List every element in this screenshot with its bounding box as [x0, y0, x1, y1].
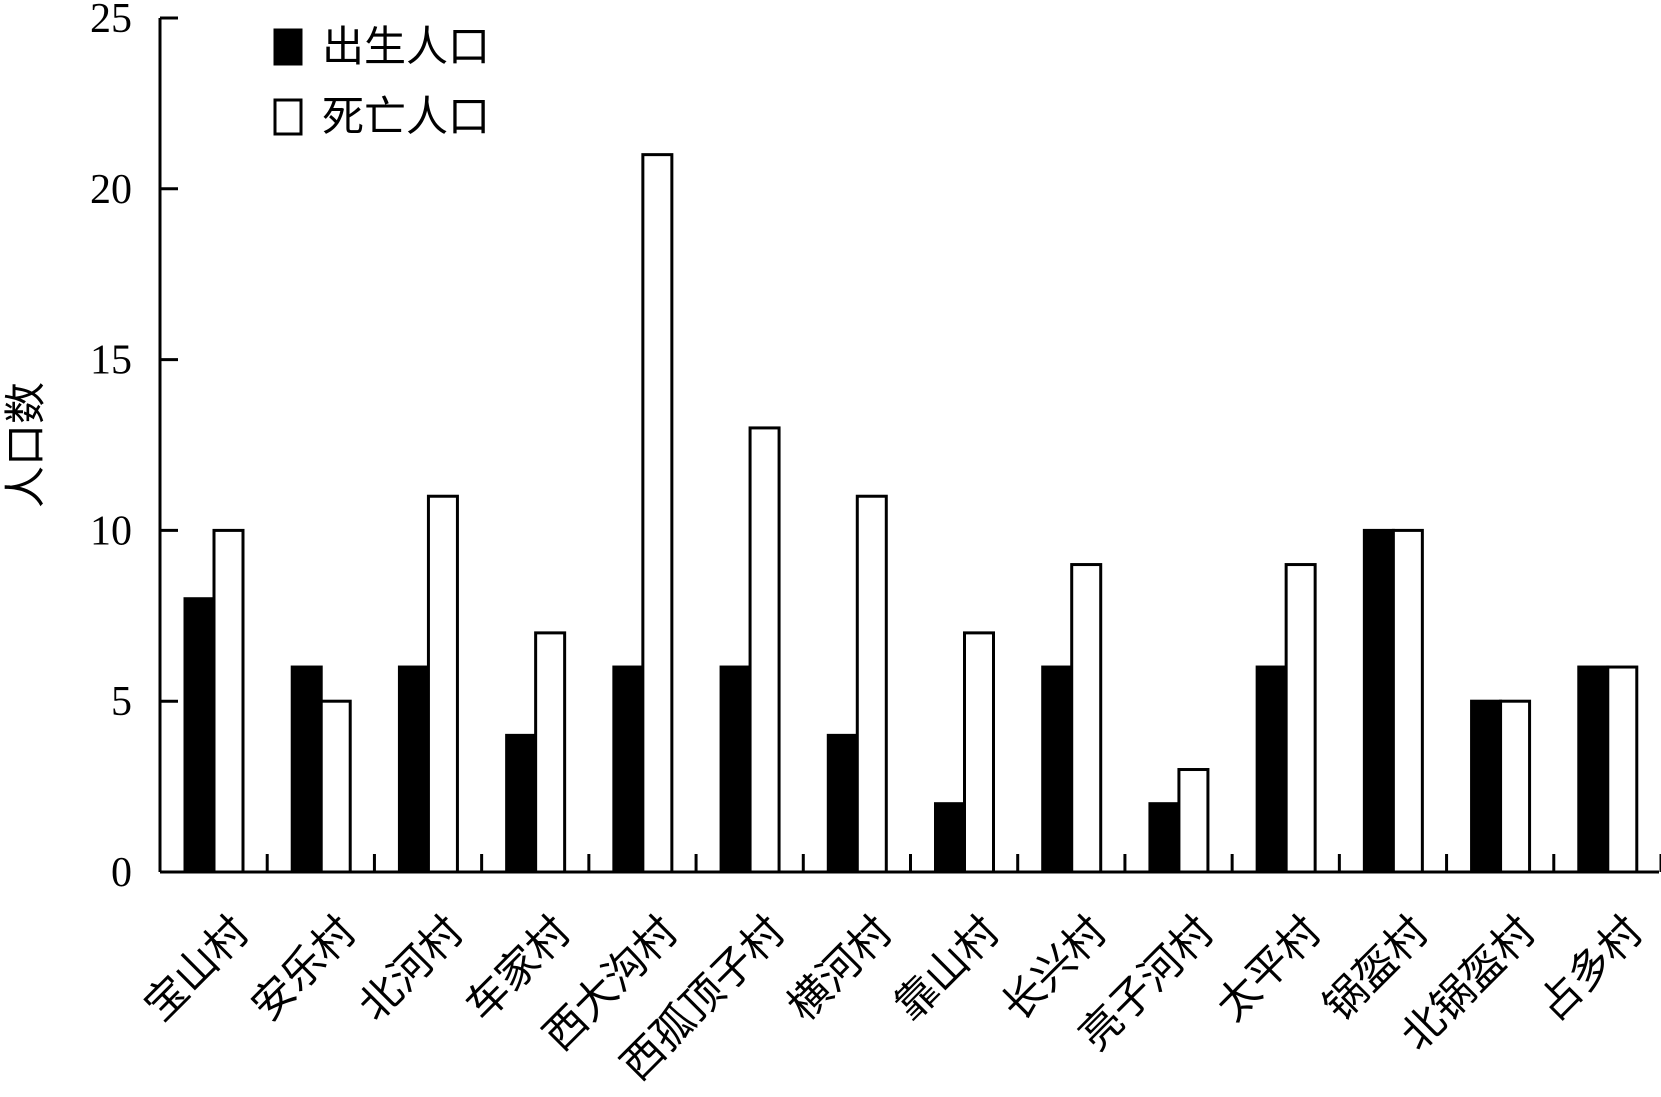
x-labels: 宝山村安乐村北河村车家村西大沟村西孤顶子村横河村靠山村长兴村亮子河村太平村锅盔村… — [134, 906, 1652, 1089]
x-category-label: 靠山村 — [885, 906, 1009, 1030]
death-bar — [319, 699, 352, 874]
y-axis-title: 人口数 — [1, 382, 50, 508]
birth-bar — [1577, 665, 1610, 874]
x-category-label: 占多村 — [1528, 906, 1652, 1030]
x-category-label: 宝山村 — [134, 906, 258, 1030]
x-category-label: 太平村 — [1207, 906, 1331, 1030]
birth-bar — [1148, 802, 1181, 874]
birth-bar — [397, 665, 430, 874]
birth-bar — [826, 733, 859, 874]
death-bar — [748, 426, 781, 874]
bars — [183, 153, 1661, 874]
y-tick-label: 25 — [90, 0, 132, 42]
birth-bar — [1470, 699, 1503, 874]
legend-death-label: 死亡人口 — [322, 92, 490, 141]
death-bar — [1499, 699, 1532, 874]
y-tick-label: 20 — [90, 167, 132, 213]
death-bar — [963, 631, 995, 874]
death-bar — [1606, 665, 1639, 874]
x-category-label: 安乐村 — [242, 906, 366, 1030]
x-category-label: 北河村 — [349, 906, 473, 1030]
birth-bar — [1362, 528, 1395, 874]
legend-birth-swatch — [273, 28, 303, 66]
y-tick-label: 0 — [111, 850, 132, 896]
death-bar — [855, 494, 888, 874]
y-ticks: 0 5 10 15 20 25 — [90, 0, 178, 896]
birth-bar — [1255, 665, 1288, 874]
birth-bar — [183, 597, 216, 874]
x-category-label: 横河村 — [778, 906, 902, 1030]
y-tick-label: 5 — [111, 679, 132, 725]
death-bar — [641, 153, 674, 874]
death-bar — [1391, 528, 1424, 874]
birth-bar — [612, 665, 645, 874]
death-bar — [1284, 563, 1317, 874]
birth-bar — [1041, 665, 1074, 874]
birth-bar — [719, 665, 752, 874]
legend-death-swatch — [273, 98, 303, 136]
birth-bar — [934, 802, 966, 874]
birth-bar — [290, 665, 323, 874]
death-bar — [534, 631, 567, 874]
death-bar — [212, 528, 245, 874]
death-bar — [1177, 768, 1210, 874]
death-bar — [1070, 563, 1103, 874]
birth-bar — [505, 733, 538, 874]
axes — [158, 18, 1659, 874]
y-tick-label: 15 — [90, 338, 132, 384]
legend-birth-label: 出生人口 — [322, 22, 490, 71]
death-bar — [426, 494, 459, 874]
y-tick-label: 10 — [90, 508, 132, 554]
